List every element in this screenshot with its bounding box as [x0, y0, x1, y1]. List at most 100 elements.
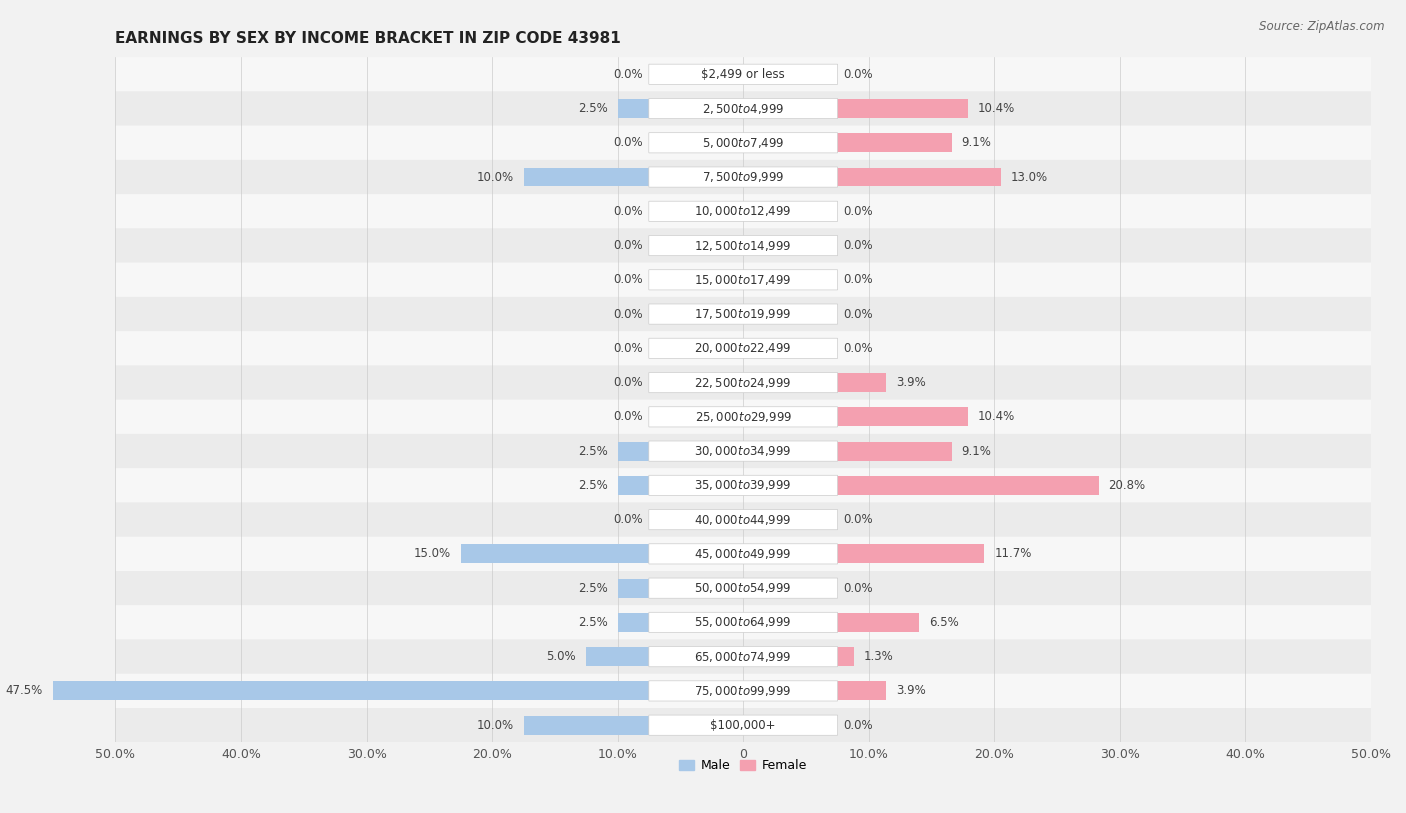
FancyBboxPatch shape	[115, 502, 1371, 537]
Bar	[523, 167, 650, 186]
Text: 2.5%: 2.5%	[578, 102, 607, 115]
Text: 0.0%: 0.0%	[613, 513, 643, 526]
Text: $65,000 to $74,999: $65,000 to $74,999	[695, 650, 792, 663]
Text: $12,500 to $14,999: $12,500 to $14,999	[695, 238, 792, 253]
Text: Source: ZipAtlas.com: Source: ZipAtlas.com	[1260, 20, 1385, 33]
FancyBboxPatch shape	[115, 571, 1371, 605]
Text: 3.9%: 3.9%	[897, 376, 927, 389]
Bar	[838, 681, 886, 700]
FancyBboxPatch shape	[648, 201, 838, 221]
Text: 0.0%: 0.0%	[844, 719, 873, 732]
Bar	[838, 133, 952, 152]
FancyBboxPatch shape	[648, 406, 838, 427]
Text: 9.1%: 9.1%	[962, 445, 991, 458]
Bar	[838, 476, 1098, 495]
FancyBboxPatch shape	[115, 57, 1371, 91]
Bar	[461, 545, 650, 563]
FancyBboxPatch shape	[648, 98, 838, 119]
FancyBboxPatch shape	[115, 400, 1371, 434]
Text: $15,000 to $17,499: $15,000 to $17,499	[695, 273, 792, 287]
FancyBboxPatch shape	[648, 441, 838, 461]
FancyBboxPatch shape	[115, 640, 1371, 674]
Text: $40,000 to $44,999: $40,000 to $44,999	[695, 513, 792, 527]
Bar	[838, 99, 967, 118]
Text: 10.0%: 10.0%	[477, 171, 513, 184]
Bar	[838, 647, 853, 666]
FancyBboxPatch shape	[115, 434, 1371, 468]
FancyBboxPatch shape	[115, 468, 1371, 502]
Bar	[838, 441, 952, 460]
FancyBboxPatch shape	[115, 605, 1371, 640]
FancyBboxPatch shape	[648, 270, 838, 290]
FancyBboxPatch shape	[115, 537, 1371, 571]
Text: 0.0%: 0.0%	[844, 341, 873, 354]
Text: $2,500 to $4,999: $2,500 to $4,999	[702, 102, 785, 115]
FancyBboxPatch shape	[115, 366, 1371, 400]
Text: 0.0%: 0.0%	[844, 581, 873, 594]
Text: 9.1%: 9.1%	[962, 137, 991, 150]
FancyBboxPatch shape	[648, 133, 838, 153]
FancyBboxPatch shape	[115, 160, 1371, 194]
Text: 20.8%: 20.8%	[1108, 479, 1146, 492]
Text: 0.0%: 0.0%	[844, 67, 873, 80]
Text: $17,500 to $19,999: $17,500 to $19,999	[695, 307, 792, 321]
Text: 6.5%: 6.5%	[929, 616, 959, 629]
Text: 15.0%: 15.0%	[413, 547, 451, 560]
Text: 1.3%: 1.3%	[863, 650, 893, 663]
FancyBboxPatch shape	[648, 64, 838, 85]
FancyBboxPatch shape	[648, 167, 838, 187]
Text: 0.0%: 0.0%	[613, 411, 643, 424]
Text: $45,000 to $49,999: $45,000 to $49,999	[695, 547, 792, 561]
Text: 2.5%: 2.5%	[578, 616, 607, 629]
Bar	[586, 647, 650, 666]
FancyBboxPatch shape	[648, 578, 838, 598]
Bar	[838, 407, 967, 426]
Text: 13.0%: 13.0%	[1011, 171, 1047, 184]
Bar	[523, 715, 650, 735]
Text: 0.0%: 0.0%	[613, 307, 643, 320]
Text: $10,000 to $12,499: $10,000 to $12,499	[695, 204, 792, 219]
Text: 2.5%: 2.5%	[578, 581, 607, 594]
Bar	[838, 613, 920, 632]
Text: $35,000 to $39,999: $35,000 to $39,999	[695, 478, 792, 493]
FancyBboxPatch shape	[648, 510, 838, 530]
Text: 0.0%: 0.0%	[613, 273, 643, 286]
Text: 2.5%: 2.5%	[578, 479, 607, 492]
FancyBboxPatch shape	[648, 715, 838, 735]
Text: $30,000 to $34,999: $30,000 to $34,999	[695, 444, 792, 458]
Text: $20,000 to $22,499: $20,000 to $22,499	[695, 341, 792, 355]
FancyBboxPatch shape	[648, 680, 838, 701]
FancyBboxPatch shape	[648, 338, 838, 359]
FancyBboxPatch shape	[648, 304, 838, 324]
Text: 10.0%: 10.0%	[477, 719, 513, 732]
Bar	[52, 681, 650, 700]
Text: $22,500 to $24,999: $22,500 to $24,999	[695, 376, 792, 389]
Text: 0.0%: 0.0%	[613, 137, 643, 150]
Text: 0.0%: 0.0%	[613, 376, 643, 389]
Text: 0.0%: 0.0%	[613, 205, 643, 218]
FancyBboxPatch shape	[648, 476, 838, 495]
Text: 0.0%: 0.0%	[613, 239, 643, 252]
FancyBboxPatch shape	[115, 263, 1371, 297]
FancyBboxPatch shape	[115, 228, 1371, 263]
FancyBboxPatch shape	[115, 331, 1371, 366]
FancyBboxPatch shape	[115, 91, 1371, 126]
Text: 0.0%: 0.0%	[844, 205, 873, 218]
FancyBboxPatch shape	[648, 646, 838, 667]
Text: $100,000+: $100,000+	[710, 719, 776, 732]
Text: $75,000 to $99,999: $75,000 to $99,999	[695, 684, 792, 698]
Text: 0.0%: 0.0%	[844, 307, 873, 320]
Bar	[617, 613, 650, 632]
Text: 0.0%: 0.0%	[613, 341, 643, 354]
FancyBboxPatch shape	[115, 194, 1371, 228]
Text: 3.9%: 3.9%	[897, 685, 927, 698]
FancyBboxPatch shape	[648, 544, 838, 564]
Legend: Male, Female: Male, Female	[675, 754, 813, 777]
FancyBboxPatch shape	[115, 297, 1371, 331]
Text: 0.0%: 0.0%	[613, 67, 643, 80]
Text: 10.4%: 10.4%	[979, 102, 1015, 115]
Text: $7,500 to $9,999: $7,500 to $9,999	[702, 170, 785, 184]
FancyBboxPatch shape	[115, 708, 1371, 742]
Bar	[617, 579, 650, 598]
Text: 0.0%: 0.0%	[844, 239, 873, 252]
